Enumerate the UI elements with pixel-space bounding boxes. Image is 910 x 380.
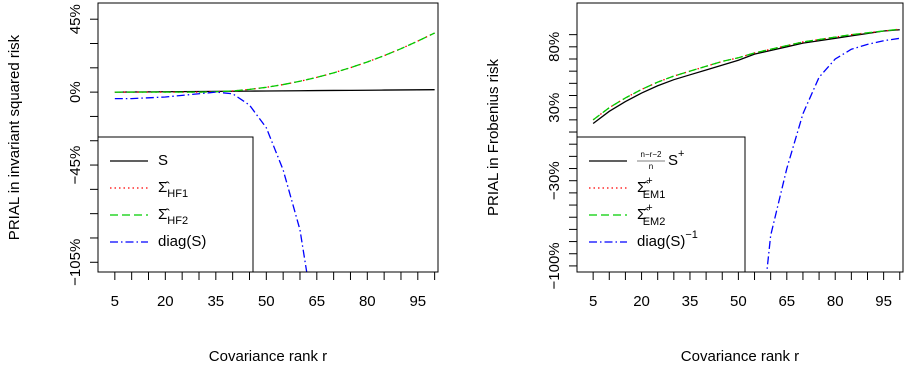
x-tick-label: 35 xyxy=(682,293,699,310)
legend-label: Σ̂+ EM2 xyxy=(637,202,665,228)
legend-sub: HF1 xyxy=(167,188,188,200)
series-line xyxy=(592,28,900,121)
legend-name: S xyxy=(158,152,168,169)
y-tick-label: −30% xyxy=(546,161,563,200)
legend-label: diag(S)−1 xyxy=(637,229,698,250)
legend-name: S xyxy=(668,152,678,169)
legend-label: Σ̂HF2 xyxy=(158,206,188,227)
legend-name: Σ̂ xyxy=(637,179,649,196)
series-line xyxy=(592,28,900,121)
x-tick-label: 65 xyxy=(778,293,795,310)
legend-sub: EM2 xyxy=(643,216,666,228)
y-tick-label: 80% xyxy=(546,32,563,62)
x-tick-label: 95 xyxy=(409,293,426,310)
legend-box xyxy=(97,136,254,273)
y-tick-label: 30% xyxy=(546,93,563,123)
legend-label: S+ xyxy=(668,148,684,169)
series-line xyxy=(114,32,435,93)
x-tick-label: 20 xyxy=(157,293,174,310)
legend-label: diag(S) xyxy=(158,233,206,250)
legend-name: Σ̂ xyxy=(637,206,649,223)
x-tick-label: 5 xyxy=(589,293,597,310)
y-tick-label: −105% xyxy=(67,239,84,286)
x-tick-label: 50 xyxy=(258,293,275,310)
y-axis-label: PRIAL in invariant squared risk xyxy=(6,34,23,240)
y-tick-label: −45% xyxy=(67,146,84,185)
legend-label: S xyxy=(158,152,168,169)
legend-sup: + xyxy=(646,202,652,214)
series-line xyxy=(592,29,900,125)
series-line xyxy=(114,89,435,93)
y-tick-label: 0% xyxy=(67,81,84,103)
x-tick-label: 50 xyxy=(730,293,747,310)
x-tick-label: 35 xyxy=(207,293,224,310)
x-tick-label: 80 xyxy=(827,293,844,310)
legend-name: diag(S) xyxy=(158,233,206,250)
legend-label: Σ̂HF1 xyxy=(158,179,188,200)
y-tick-label: 45% xyxy=(67,4,84,34)
legend-sup: + xyxy=(678,148,684,160)
x-axis-label: Covariance rank r xyxy=(681,348,799,365)
plot-area xyxy=(592,28,900,272)
legend-box xyxy=(576,136,746,273)
x-tick-label: 65 xyxy=(308,293,325,310)
y-tick-label: −100% xyxy=(546,242,563,289)
series-line xyxy=(114,32,435,93)
series-line xyxy=(114,91,308,272)
legend-sup: −1 xyxy=(685,229,698,241)
legend-name: diag(S) xyxy=(637,233,685,250)
x-tick-label: 20 xyxy=(633,293,650,310)
x-tick-label: 95 xyxy=(875,293,892,310)
legend-frac-num: n−r−2 xyxy=(641,150,662,159)
legend-sub: HF2 xyxy=(167,215,188,227)
legend-sub: EM1 xyxy=(643,189,666,201)
x-axis-label: Covariance rank r xyxy=(209,348,327,365)
series-line xyxy=(766,37,900,272)
legend-name: Σ̂ xyxy=(158,179,170,196)
plot-area xyxy=(114,32,435,272)
x-tick-label: 5 xyxy=(111,293,119,310)
legend-name: Σ̂ xyxy=(158,206,170,223)
legend-sup: + xyxy=(646,175,652,187)
legend-label: Σ̂+ EM1 xyxy=(637,175,665,201)
x-tick-label: 80 xyxy=(359,293,376,310)
y-axis-label: PRIAL in Frobenius risk xyxy=(485,59,502,217)
legend-frac-den: n xyxy=(649,162,653,171)
